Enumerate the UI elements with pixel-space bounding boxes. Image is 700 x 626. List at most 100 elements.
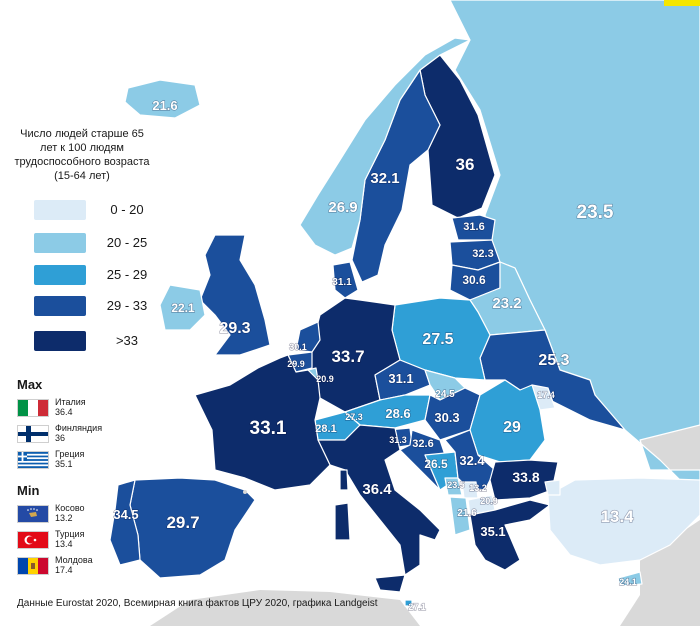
legend-item: 20 - 25 [34,233,174,253]
legend-label: 29 - 33 [106,298,148,313]
iceland [124,79,201,119]
value-label-sweden: 32.1 [370,170,399,187]
value-label-russia: 23.5 [577,202,614,223]
min-item-turkey: Турция 13.4 [17,529,127,551]
value-label-slovenia: 31.3 [389,435,407,445]
value-label-estonia: 31.6 [463,221,484,233]
turkey-flag [17,531,49,549]
kosovo-flag [17,505,49,523]
estonia [451,214,496,241]
value-label-ukraine: 25.3 [538,352,569,369]
sicily [374,574,406,593]
value-label-portugal: 34.5 [113,507,138,522]
legend-swatch [34,331,86,351]
value-label-denmark: 31.1 [332,277,352,288]
malta [404,599,413,607]
rank-value: 36 [55,433,66,443]
value-label-cyprus: 24.1 [619,577,637,587]
bulgaria [489,459,559,501]
value-label-greece: 35.1 [480,524,505,539]
value-label-slovakia: 24.5 [435,389,455,400]
turkey [547,477,700,566]
value-label-spain: 29.7 [166,513,199,532]
value-label-poland: 27.5 [422,331,453,348]
legend-swatch [34,200,86,220]
value-label-croatia: 32.6 [412,438,433,450]
rank-value: 13.2 [55,513,73,523]
value-label-germany: 33.7 [331,347,364,366]
rank-name: Косово [55,503,85,513]
min-item-kosovo: Косово 13.2 [17,503,127,525]
rank-value: 13.4 [55,539,73,549]
max-item-finland: Финляндия 36 [17,423,127,445]
albania [449,496,471,536]
legend-item: 29 - 33 [34,296,174,316]
rank-name: Италия [55,397,86,407]
greece [469,499,551,571]
portugal [109,479,141,566]
legend-label: 0 - 20 [110,202,144,217]
value-label-north-macedonia: 20.9 [480,496,498,506]
rank-value: 36.4 [55,407,73,417]
legend-item: 25 - 29 [34,265,174,285]
value-label-serbia: 32.4 [459,453,485,468]
value-label-france: 33.1 [250,418,287,439]
ukraine [479,329,626,431]
corsica [339,469,349,491]
legend-item: >33 [34,331,174,351]
gibraltar-dot [243,490,247,494]
value-label-austria: 28.6 [385,406,410,421]
value-label-malta: 27.1 [408,602,426,612]
corner-accent [664,0,700,6]
value-label-belgium: 29.9 [287,359,305,369]
value-label-italy: 36.4 [362,481,392,498]
ireland [159,284,206,331]
france [194,354,331,491]
montenegro [444,477,463,496]
finland-flag [17,425,49,443]
legend-swatch [34,296,86,316]
legend-label: >33 [115,333,139,348]
cyprus [617,571,643,587]
legend-item: 0 - 20 [34,200,174,220]
value-label-romania: 29 [503,419,521,436]
rank-name: Молдова [55,555,93,565]
value-label-switzerland: 28.1 [315,423,336,435]
rank-name: Греция [55,449,85,459]
value-label-bosnia: 26.5 [424,457,448,471]
max-heading: Max [17,377,43,392]
value-label-netherlands: 30.1 [289,342,307,352]
value-label-belarus: 23.2 [492,295,521,312]
rank-value: 35.1 [55,459,73,469]
value-label-bulgaria: 33.8 [512,469,539,485]
united-kingdom [199,234,271,356]
value-label-hungary: 30.3 [434,410,459,425]
norway [299,37,471,256]
rank-name: Турция [55,529,85,539]
value-label-czechia: 31.1 [388,371,413,386]
value-label-latvia: 32.3 [472,248,493,260]
sardinia [334,502,351,541]
italy-flag [17,399,49,417]
min-item-moldova: Молдова 17.4 [17,555,127,577]
denmark [332,261,359,299]
legend-swatch [34,233,86,253]
turkey-thrace [544,479,561,496]
value-label-montenegro: 23.5 [447,480,465,490]
max-item-italy: Италия 36.4 [17,397,127,419]
serbia [444,429,496,491]
value-label-liechtenstein: 27.3 [345,412,363,422]
legend-title: Число людей старше 65 лет к 100 людям тр… [14,128,150,182]
netherlands [295,321,321,353]
legend-swatch [34,265,86,285]
value-label-turkey: 13.4 [600,507,634,526]
value-label-uk: 29.3 [219,320,250,337]
italy [317,424,441,576]
legend-label: 25 - 29 [106,267,148,282]
moldova-flag [17,557,49,575]
value-label-moldova: 17.4 [537,390,555,400]
value-label-lithuania: 30.6 [462,273,486,287]
north-africa-land [150,590,420,626]
rank-value: 17.4 [55,565,73,575]
